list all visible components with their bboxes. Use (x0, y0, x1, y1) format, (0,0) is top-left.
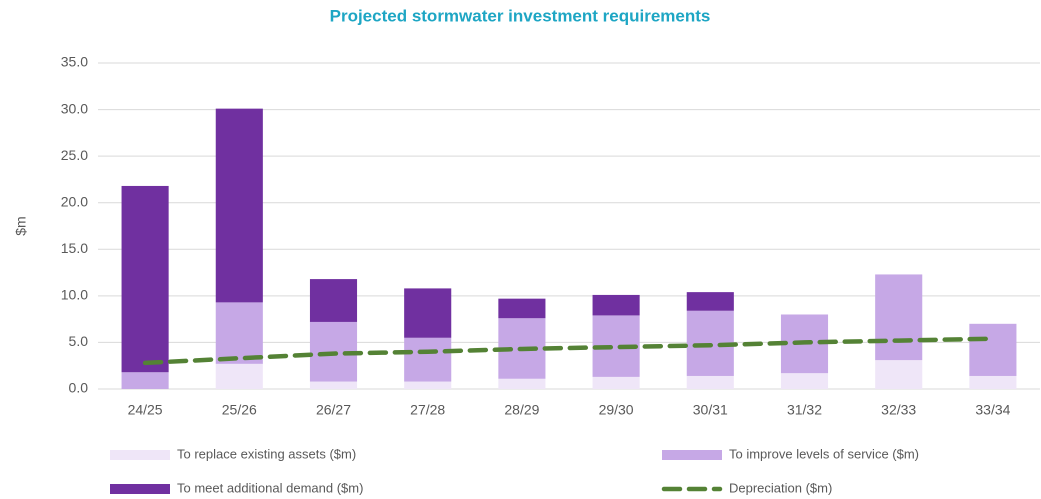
bar-segment (875, 274, 923, 361)
y-tick-label: 25.0 (61, 147, 88, 163)
bar-segment (498, 298, 546, 319)
bar-segment (498, 378, 546, 389)
bar-segment (404, 381, 452, 389)
x-tick-label: 32/33 (881, 402, 916, 418)
y-tick-label: 0.0 (69, 380, 89, 396)
bar-segment (969, 323, 1017, 376)
x-tick-label: 25/26 (222, 402, 257, 418)
x-tick-label: 29/30 (599, 402, 634, 418)
legend-label: Depreciation ($m) (729, 480, 832, 495)
legend-swatch (110, 484, 170, 494)
bar-segment (309, 381, 358, 389)
bar-segment (121, 185, 169, 373)
x-tick-label: 27/28 (410, 402, 445, 418)
x-tick-label: 24/25 (128, 402, 163, 418)
bar-segment (215, 363, 263, 389)
y-tick-label: 10.0 (61, 287, 88, 303)
bar-segment (404, 288, 452, 338)
bar-segment (309, 279, 358, 322)
y-tick-label: 15.0 (61, 240, 88, 256)
y-tick-label: 35.0 (61, 54, 88, 70)
bar-segment (215, 302, 263, 364)
bar-segment (686, 292, 734, 311)
bar-segment (969, 375, 1017, 389)
y-tick-label: 5.0 (69, 333, 89, 349)
bar-segment (404, 337, 452, 382)
bar-segment (780, 373, 829, 389)
bar-segment (875, 360, 923, 389)
legend-swatch (110, 450, 170, 460)
bar-segment (592, 294, 640, 316)
legend-label: To improve levels of service ($m) (729, 446, 919, 461)
legend-label: To meet additional demand ($m) (177, 480, 363, 495)
y-axis-label: $m (13, 216, 29, 235)
x-tick-label: 28/29 (504, 402, 539, 418)
legend-label: To replace existing assets ($m) (177, 446, 356, 461)
y-tick-label: 20.0 (61, 193, 88, 209)
line-series (142, 336, 996, 366)
bar-segment (215, 108, 263, 303)
x-tick-label: 33/34 (975, 402, 1010, 418)
y-tick-label: 30.0 (61, 100, 88, 116)
x-tick-label: 30/31 (693, 402, 728, 418)
bar-segment (592, 376, 640, 389)
x-tick-label: 26/27 (316, 402, 351, 418)
chart-title: Projected stormwater investment requirem… (330, 6, 711, 25)
bar-segment (121, 372, 169, 389)
legend-swatch (662, 450, 722, 460)
x-tick-label: 31/32 (787, 402, 822, 418)
bar-segment (686, 375, 734, 389)
